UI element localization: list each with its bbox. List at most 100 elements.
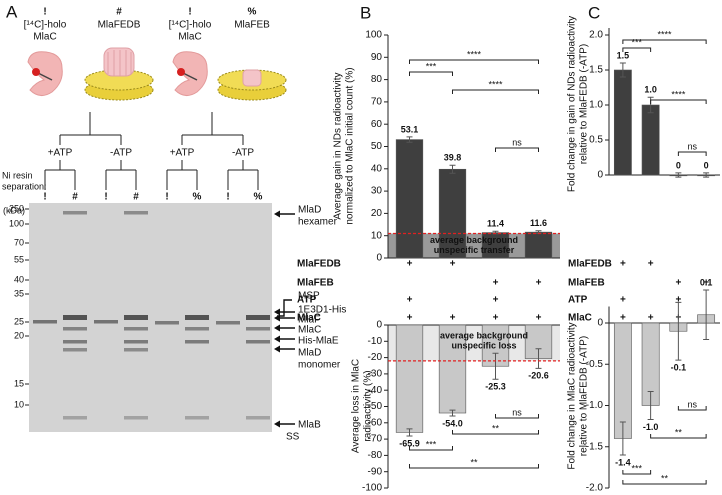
mw-label: 20 bbox=[14, 330, 24, 340]
gel-band bbox=[33, 320, 57, 324]
value-label: 0 bbox=[676, 160, 681, 170]
y-tick-label: 0 bbox=[376, 253, 382, 264]
value-label: -1.0 bbox=[643, 422, 659, 432]
value-label: -1.4 bbox=[615, 457, 631, 467]
error-bar bbox=[449, 164, 456, 174]
gel-band bbox=[124, 327, 148, 331]
lane-label: ! bbox=[226, 192, 229, 203]
band-label: MlaD bbox=[298, 348, 321, 359]
ligand-label: MlaC bbox=[178, 32, 201, 43]
gel-band bbox=[63, 348, 87, 352]
band-label: MlaD bbox=[298, 205, 321, 216]
symbol: ! bbox=[43, 7, 46, 18]
y-axis-label: normalized to MlaC initial count (%) bbox=[345, 67, 356, 224]
gel-band bbox=[155, 321, 179, 325]
significance-bracket bbox=[409, 59, 539, 64]
significance-label: **** bbox=[488, 79, 503, 89]
significance-label: **** bbox=[657, 29, 672, 39]
value-label: 53.1 bbox=[401, 124, 419, 134]
condition-mark: + bbox=[450, 259, 456, 270]
y-tick-label: -100 bbox=[362, 483, 382, 494]
band-label: MlaB bbox=[298, 420, 321, 431]
mw-label: 25 bbox=[14, 316, 24, 326]
y-axis-label: relative to MlaFEDB (-ATP) bbox=[579, 44, 590, 164]
y-tick-label: 2.0 bbox=[589, 30, 603, 41]
lane-label: % bbox=[254, 192, 263, 203]
arrow-head bbox=[274, 335, 280, 343]
condition-name: ATP bbox=[297, 295, 317, 306]
y-tick-label: 60 bbox=[371, 119, 383, 130]
significance-bracket bbox=[495, 147, 539, 152]
condition-mark: + bbox=[675, 295, 681, 306]
significance-bracket bbox=[622, 47, 652, 52]
condition-label: -ATP bbox=[232, 148, 254, 159]
condition-name: ATP bbox=[568, 295, 588, 306]
mw-label: 35 bbox=[14, 288, 24, 298]
condition-name: MlaFEDB bbox=[568, 259, 612, 270]
significance-label: **** bbox=[467, 49, 482, 59]
y-axis-label: relative to MlaFEDB (-ATP) bbox=[579, 336, 590, 456]
arrow-head bbox=[274, 308, 280, 316]
error-bar bbox=[449, 409, 456, 417]
significance-bracket bbox=[622, 480, 707, 485]
separation-label: Ni resin bbox=[2, 170, 33, 180]
gel-band bbox=[124, 315, 148, 320]
y-tick-label: 0 bbox=[376, 320, 382, 331]
significance-bracket bbox=[677, 406, 707, 411]
partner-label: MlaFEDB bbox=[98, 20, 141, 31]
mlae-protein bbox=[242, 69, 262, 87]
lane-label: # bbox=[133, 192, 139, 203]
gel-band bbox=[246, 315, 270, 320]
y-tick-label: -80 bbox=[368, 450, 383, 461]
significance-label: ** bbox=[492, 423, 500, 433]
y-axis-label: Fold change in MlaC radioactivity bbox=[567, 322, 578, 469]
condition-label: +ATP bbox=[170, 148, 195, 159]
error-bar bbox=[703, 172, 710, 178]
y-tick-label: 30 bbox=[371, 186, 383, 197]
y-axis-label: Average loss in MlaC bbox=[351, 359, 362, 453]
symbol: ! bbox=[188, 7, 191, 18]
error-bar bbox=[619, 421, 626, 456]
lane-label: ! bbox=[165, 192, 168, 203]
condition-mark: + bbox=[493, 313, 499, 324]
mw-label: 10 bbox=[14, 399, 24, 409]
significance-label: ns bbox=[512, 407, 522, 417]
condition-mark: + bbox=[620, 295, 626, 306]
bar bbox=[395, 324, 424, 433]
condition-mark: + bbox=[648, 313, 654, 324]
condition-name: MlaFEDB bbox=[297, 259, 341, 270]
ligand-label: MlaC bbox=[33, 32, 56, 43]
y-tick-label: -40 bbox=[368, 385, 383, 396]
condition-label: +ATP bbox=[48, 148, 73, 159]
significance-label: *** bbox=[426, 439, 437, 449]
significance-label: **** bbox=[671, 89, 686, 99]
arrow-head bbox=[274, 324, 280, 332]
bar bbox=[613, 69, 632, 176]
y-tick-label: 20 bbox=[371, 208, 383, 219]
significance-bracket bbox=[622, 470, 652, 475]
condition-name: MlaC bbox=[297, 313, 321, 324]
significance-bracket bbox=[409, 464, 539, 469]
symbol: # bbox=[116, 7, 122, 18]
band-label: His-MlaE bbox=[298, 336, 339, 347]
mw-label: 100 bbox=[9, 218, 24, 228]
y-axis-label: Fold change in gain of NDs radioactivity bbox=[567, 16, 578, 192]
value-label: 0 bbox=[704, 160, 709, 170]
gel-band bbox=[63, 327, 87, 331]
lane-label: ! bbox=[43, 192, 46, 203]
y-tick-label: 1.5 bbox=[589, 65, 603, 76]
y-tick-label: 0 bbox=[597, 170, 603, 181]
mw-unit: (kDa) bbox=[3, 205, 25, 215]
significance-label: ** bbox=[470, 457, 478, 467]
error-bar bbox=[703, 289, 710, 340]
band-label: MlaF bbox=[298, 315, 320, 326]
y-tick-label: -1.0 bbox=[586, 400, 604, 411]
band-label: MSP bbox=[298, 291, 320, 302]
gel-band bbox=[185, 315, 209, 320]
gel-band bbox=[185, 327, 209, 331]
significance-label: ns bbox=[687, 399, 697, 409]
nanodisc-mlafedb bbox=[84, 47, 154, 101]
msp-bracket bbox=[277, 299, 292, 317]
bar bbox=[395, 139, 424, 259]
value-label: -20.6 bbox=[528, 371, 549, 381]
